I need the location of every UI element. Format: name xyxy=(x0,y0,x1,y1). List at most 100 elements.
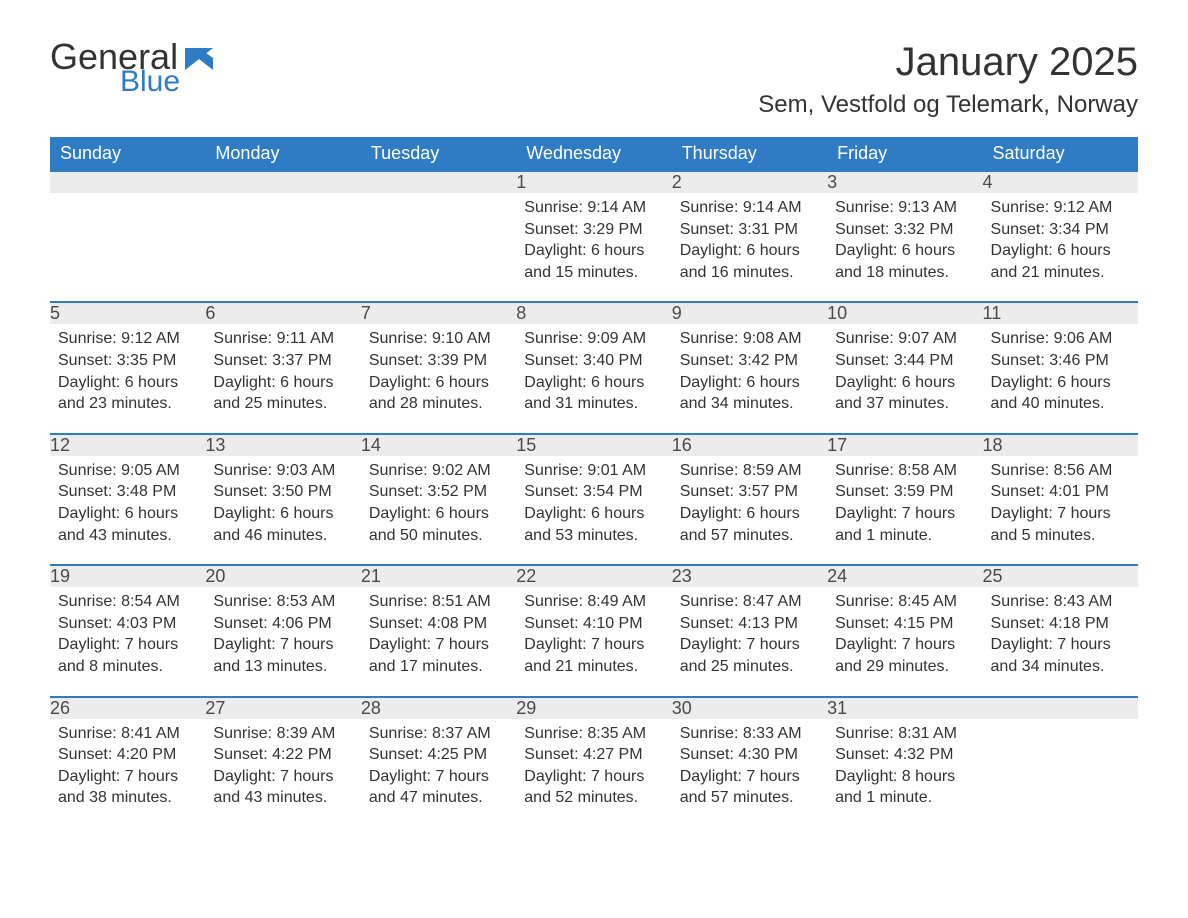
daylight-text-line2: and 25 minutes. xyxy=(213,393,352,415)
day-body-cell: Sunrise: 9:12 AMSunset: 3:34 PMDaylight:… xyxy=(983,193,1138,302)
sunset-text: Sunset: 4:32 PM xyxy=(835,744,974,766)
daylight-text-line2: and 29 minutes. xyxy=(835,656,974,678)
day-body-cell: Sunrise: 9:10 AMSunset: 3:39 PMDaylight:… xyxy=(361,324,516,433)
sunrise-text: Sunrise: 9:08 AM xyxy=(680,328,819,350)
weekday-header: Wednesday xyxy=(516,137,671,171)
daylight-text-line1: Daylight: 7 hours xyxy=(213,766,352,788)
sunset-text: Sunset: 3:57 PM xyxy=(680,481,819,503)
daylight-text-line2: and 31 minutes. xyxy=(524,393,663,415)
day-number-cell xyxy=(50,171,205,193)
daylight-text-line2: and 28 minutes. xyxy=(369,393,508,415)
day-number-cell: 28 xyxy=(361,697,516,719)
weekday-header: Friday xyxy=(827,137,982,171)
day-number-cell: 15 xyxy=(516,434,671,456)
daylight-text-line1: Daylight: 8 hours xyxy=(835,766,974,788)
daylight-text-line1: Daylight: 7 hours xyxy=(58,634,197,656)
weekday-header: Saturday xyxy=(983,137,1138,171)
day-body-cell: Sunrise: 8:49 AMSunset: 4:10 PMDaylight:… xyxy=(516,587,671,696)
daylight-text-line2: and 34 minutes. xyxy=(680,393,819,415)
day-number-cell: 3 xyxy=(827,171,982,193)
sunrise-text: Sunrise: 9:07 AM xyxy=(835,328,974,350)
sunset-text: Sunset: 4:01 PM xyxy=(991,481,1130,503)
day-body-cell: Sunrise: 9:01 AMSunset: 3:54 PMDaylight:… xyxy=(516,456,671,565)
sunset-text: Sunset: 4:20 PM xyxy=(58,744,197,766)
day-number-cell: 16 xyxy=(672,434,827,456)
day-number-cell: 12 xyxy=(50,434,205,456)
sunset-text: Sunset: 4:27 PM xyxy=(524,744,663,766)
sunrise-text: Sunrise: 9:06 AM xyxy=(991,328,1130,350)
daylight-text-line2: and 1 minute. xyxy=(835,525,974,547)
sunrise-text: Sunrise: 8:53 AM xyxy=(213,591,352,613)
weekday-header: Sunday xyxy=(50,137,205,171)
daylight-text-line2: and 13 minutes. xyxy=(213,656,352,678)
calendar-body: 1234Sunrise: 9:14 AMSunset: 3:29 PMDayli… xyxy=(50,171,1138,827)
day-number-cell: 8 xyxy=(516,302,671,324)
page-title: January 2025 xyxy=(758,40,1138,85)
daylight-text-line2: and 38 minutes. xyxy=(58,787,197,809)
day-body-cell: Sunrise: 8:45 AMSunset: 4:15 PMDaylight:… xyxy=(827,587,982,696)
sunrise-text: Sunrise: 9:03 AM xyxy=(213,460,352,482)
sunrise-text: Sunrise: 9:13 AM xyxy=(835,197,974,219)
daylight-text-line2: and 40 minutes. xyxy=(991,393,1130,415)
sunset-text: Sunset: 4:06 PM xyxy=(213,613,352,635)
day-number-cell: 29 xyxy=(516,697,671,719)
sunset-text: Sunset: 4:18 PM xyxy=(991,613,1130,635)
daylight-text-line1: Daylight: 7 hours xyxy=(680,766,819,788)
daylight-text-line1: Daylight: 7 hours xyxy=(835,634,974,656)
weekday-header: Thursday xyxy=(672,137,827,171)
week-body-row: Sunrise: 8:54 AMSunset: 4:03 PMDaylight:… xyxy=(50,587,1138,696)
day-number-cell: 20 xyxy=(205,565,360,587)
day-body-cell: Sunrise: 9:09 AMSunset: 3:40 PMDaylight:… xyxy=(516,324,671,433)
sunrise-text: Sunrise: 8:45 AM xyxy=(835,591,974,613)
day-body-cell: Sunrise: 9:14 AMSunset: 3:29 PMDaylight:… xyxy=(516,193,671,302)
daylight-text-line2: and 52 minutes. xyxy=(524,787,663,809)
sunrise-text: Sunrise: 8:33 AM xyxy=(680,723,819,745)
sunset-text: Sunset: 3:31 PM xyxy=(680,219,819,241)
day-body-cell: Sunrise: 8:53 AMSunset: 4:06 PMDaylight:… xyxy=(205,587,360,696)
sunrise-text: Sunrise: 8:54 AM xyxy=(58,591,197,613)
daylight-text-line2: and 8 minutes. xyxy=(58,656,197,678)
sunset-text: Sunset: 4:13 PM xyxy=(680,613,819,635)
header-bar: General Blue January 2025 Sem, Vestfold … xyxy=(50,40,1138,119)
week-body-row: Sunrise: 9:14 AMSunset: 3:29 PMDaylight:… xyxy=(50,193,1138,302)
daylight-text-line1: Daylight: 6 hours xyxy=(524,372,663,394)
daylight-text-line2: and 18 minutes. xyxy=(835,262,974,284)
day-number-cell: 27 xyxy=(205,697,360,719)
daylight-text-line1: Daylight: 7 hours xyxy=(369,634,508,656)
day-number-cell: 17 xyxy=(827,434,982,456)
day-number-cell: 10 xyxy=(827,302,982,324)
sunset-text: Sunset: 3:29 PM xyxy=(524,219,663,241)
day-number-cell: 22 xyxy=(516,565,671,587)
ribbon-icon xyxy=(185,48,213,70)
daylight-text-line2: and 5 minutes. xyxy=(991,525,1130,547)
sunrise-text: Sunrise: 8:49 AM xyxy=(524,591,663,613)
sunrise-text: Sunrise: 9:10 AM xyxy=(369,328,508,350)
daylight-text-line1: Daylight: 6 hours xyxy=(213,372,352,394)
daylight-text-line2: and 15 minutes. xyxy=(524,262,663,284)
daylight-text-line1: Daylight: 7 hours xyxy=(991,634,1130,656)
sunrise-text: Sunrise: 8:58 AM xyxy=(835,460,974,482)
sunrise-text: Sunrise: 8:39 AM xyxy=(213,723,352,745)
daylight-text-line2: and 21 minutes. xyxy=(524,656,663,678)
daylight-text-line1: Daylight: 6 hours xyxy=(680,372,819,394)
sunrise-text: Sunrise: 8:56 AM xyxy=(991,460,1130,482)
daylight-text-line1: Daylight: 7 hours xyxy=(524,766,663,788)
day-number-cell: 2 xyxy=(672,171,827,193)
sunset-text: Sunset: 3:34 PM xyxy=(991,219,1130,241)
day-body-cell: Sunrise: 8:31 AMSunset: 4:32 PMDaylight:… xyxy=(827,719,982,827)
weekday-header: Tuesday xyxy=(361,137,516,171)
brand-logo-text: General Blue xyxy=(50,40,180,97)
sunrise-text: Sunrise: 8:51 AM xyxy=(369,591,508,613)
day-number-cell: 11 xyxy=(983,302,1138,324)
daylight-text-line1: Daylight: 7 hours xyxy=(213,634,352,656)
daylight-text-line2: and 43 minutes. xyxy=(213,787,352,809)
daylight-text-line2: and 46 minutes. xyxy=(213,525,352,547)
sunrise-text: Sunrise: 8:47 AM xyxy=(680,591,819,613)
day-number-cell: 7 xyxy=(361,302,516,324)
daylight-text-line2: and 50 minutes. xyxy=(369,525,508,547)
page: General Blue January 2025 Sem, Vestfold … xyxy=(0,0,1188,877)
daylight-text-line1: Daylight: 7 hours xyxy=(835,503,974,525)
day-number-cell: 26 xyxy=(50,697,205,719)
sunset-text: Sunset: 4:03 PM xyxy=(58,613,197,635)
daylight-text-line1: Daylight: 7 hours xyxy=(524,634,663,656)
